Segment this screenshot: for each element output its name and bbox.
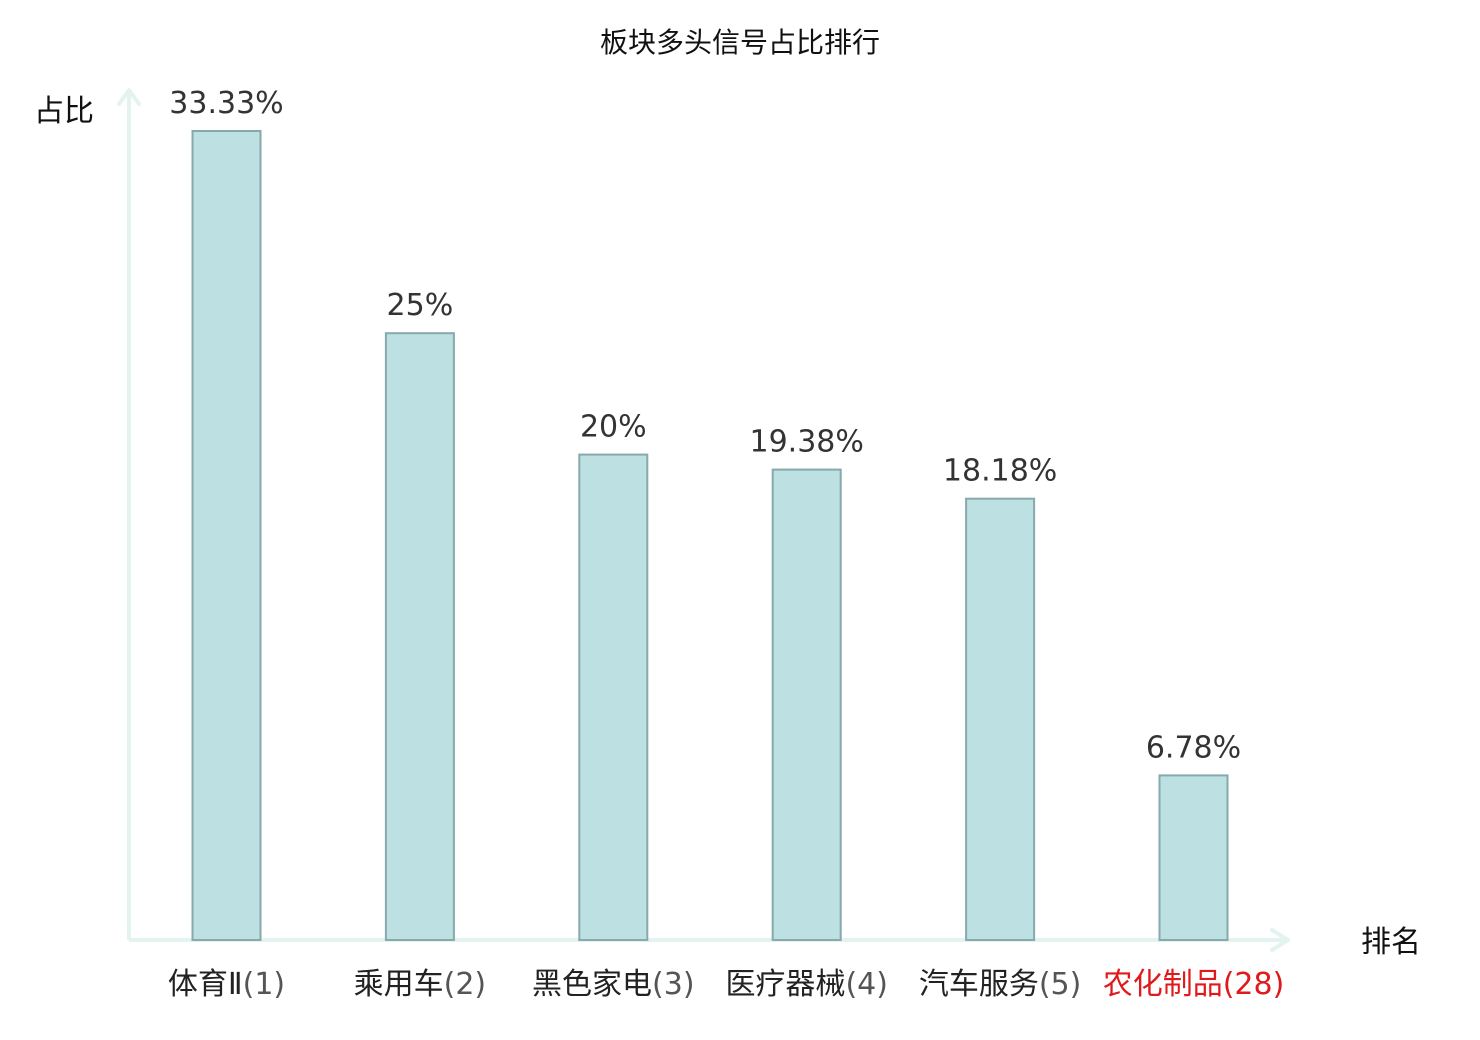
value-label-6: 6.78%: [1146, 730, 1241, 765]
value-label-5: 18.18%: [943, 454, 1057, 489]
y-axis-arrow: [117, 88, 141, 106]
category-rank: (28): [1223, 967, 1285, 1002]
x-axis-label: 排名: [1361, 925, 1421, 960]
category-label-4: 医疗器械(4): [725, 967, 888, 1002]
bar-5: [965, 497, 1036, 941]
category-label-5: 汽车服务(5): [919, 967, 1082, 1002]
category-name: 医疗器械: [725, 967, 845, 1002]
x-axis-arrow: [1270, 928, 1290, 952]
value-label-4: 19.38%: [750, 425, 864, 460]
value-label-3: 20%: [580, 410, 647, 445]
x-axis: [129, 928, 1290, 952]
bar-1: [191, 130, 262, 941]
bar-2: [384, 332, 455, 941]
bar-6: [1158, 774, 1229, 942]
y-axis: [117, 88, 141, 940]
category-rank: (2): [444, 967, 487, 1002]
bar-4: [771, 468, 842, 941]
category-rank: (3): [652, 967, 695, 1002]
value-labels: 33.33% 25% 20% 19.38% 18.18% 6.78%: [169, 86, 1241, 765]
category-name: 体育Ⅱ: [168, 967, 243, 1002]
bar-3: [578, 453, 649, 941]
category-name: 农化制品: [1103, 967, 1223, 1002]
value-label-2: 25%: [387, 288, 454, 323]
bar-series: [191, 130, 1229, 942]
category-name: 乘用车: [354, 967, 444, 1002]
value-label-1: 33.33%: [169, 86, 283, 121]
category-rank: (5): [1039, 967, 1082, 1002]
y-axis-label: 占比: [34, 94, 94, 129]
category-label-3: 黑色家电(3): [532, 967, 695, 1002]
category-label-1: 体育Ⅱ(1): [168, 967, 285, 1002]
category-labels: 体育Ⅱ(1) 乘用车(2) 黑色家电(3) 医疗器械(4) 汽车服务(5) 农化制品(28…: [168, 967, 1284, 1002]
chart-title: 板块多头信号占比排行: [600, 26, 880, 59]
category-rank: (1): [243, 967, 286, 1002]
category-name: 汽车服务: [919, 967, 1039, 1002]
category-label-6: 农化制品(28): [1103, 967, 1285, 1002]
category-name: 黑色家电: [532, 967, 652, 1002]
category-rank: (4): [845, 967, 888, 1002]
category-label-2: 乘用车(2): [354, 967, 487, 1002]
